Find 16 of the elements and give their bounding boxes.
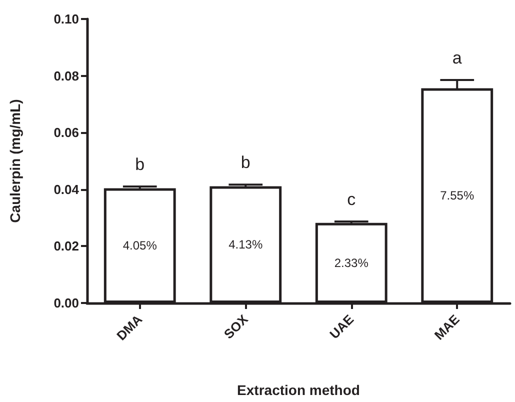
annotation: a: [452, 48, 462, 68]
y-tick-label: 0.08: [54, 68, 79, 84]
annotation: b: [135, 155, 145, 174]
annotation: 7.55%: [440, 188, 474, 203]
y-tick-label: 0.06: [54, 125, 79, 140]
y-tick-label: 0.04: [54, 182, 80, 197]
y-tick-label: 0.10: [54, 12, 79, 26]
annotation: c: [347, 190, 356, 209]
annotation: b: [240, 153, 250, 172]
annotation: 4.05%: [122, 238, 158, 253]
y-tick-label: 0.02: [54, 238, 79, 254]
annotation: 4.13%: [228, 238, 263, 252]
annotation: 2.33%: [334, 256, 369, 270]
x-axis-title: Extraction method: [237, 382, 360, 398]
y-tick-label: 0.00: [54, 296, 79, 310]
y-axis-title: Caulerpin (mg/mL): [7, 99, 23, 223]
